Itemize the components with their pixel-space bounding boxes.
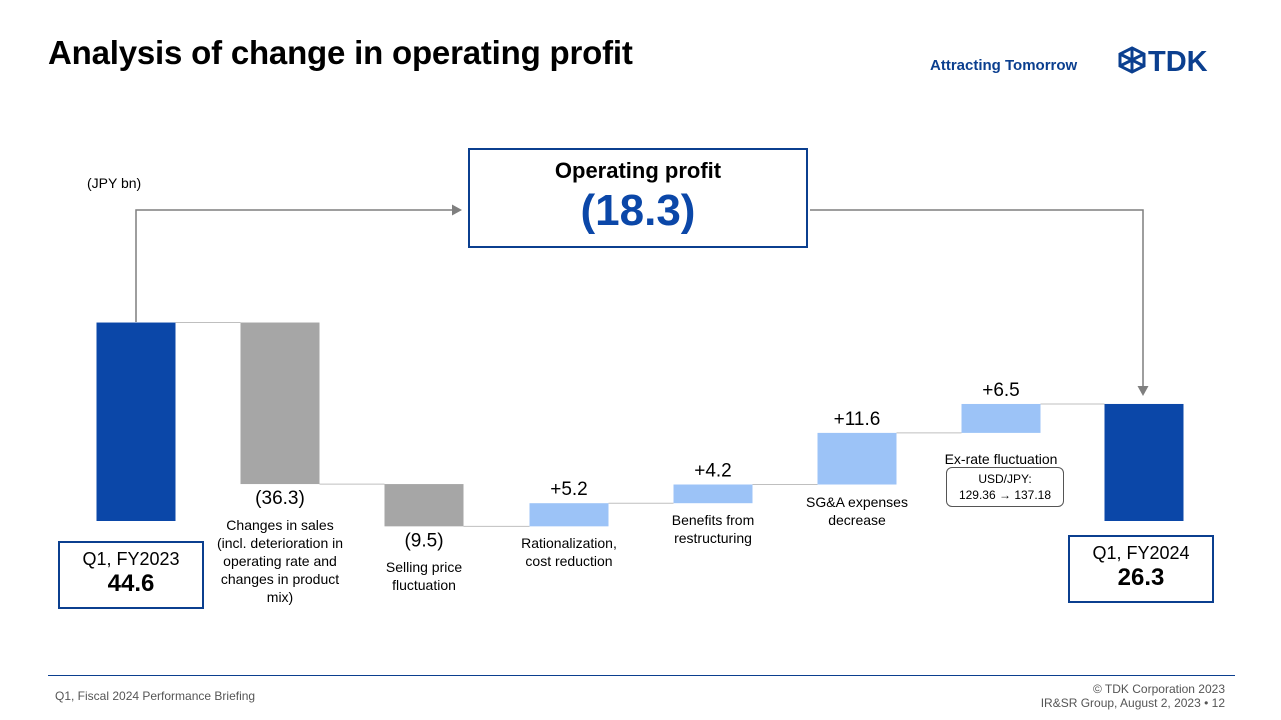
- footer-presentation-name: Q1, Fiscal 2024 Performance Briefing: [55, 689, 256, 703]
- footer-info: © TDK Corporation 2023 IR&SR Group, Augu…: [1041, 682, 1225, 710]
- category-line: Selling price: [385, 559, 463, 576]
- start-total-value: 44.6: [107, 570, 155, 597]
- operating-profit-value: (18.3): [580, 186, 696, 235]
- category-label-2: Selling price fluctuation: [354, 558, 494, 594]
- category-line: (incl. deterioration in: [216, 535, 344, 552]
- exrate-pair: USD/JPY:: [978, 472, 1032, 486]
- category-label-3: Rationalization, cost reduction: [499, 534, 639, 570]
- brand-tagline: Attracting Tomorrow: [930, 57, 1078, 74]
- bar-1: [240, 322, 320, 485]
- flow-arrow-left: [135, 209, 455, 322]
- end-total-label: Q1, FY2024: [1092, 543, 1190, 563]
- logo-text: TDK: [1148, 46, 1208, 76]
- category-line: cost reduction: [525, 553, 613, 570]
- start-total-label: Q1, FY2023: [82, 549, 180, 569]
- flow-arrow-right: [810, 209, 1144, 388]
- category-line: mix): [266, 589, 294, 606]
- end-total-box: Q1, FY2024 26.3: [1068, 535, 1214, 603]
- end-total-value: 26.3: [1117, 564, 1165, 591]
- category-line: Ex-rate fluctuation: [944, 451, 1058, 467]
- exrate-change: 129.36 → 137.18: [958, 488, 1052, 502]
- start-total-box: Q1, FY2023 44.6: [58, 541, 204, 609]
- category-line: restructuring: [674, 530, 752, 547]
- category-line: Changes in sales: [226, 517, 334, 534]
- bar-4: [673, 484, 753, 504]
- bar-0: [96, 322, 176, 521]
- arrowhead-right: [452, 204, 462, 216]
- category-line: decrease: [828, 511, 886, 528]
- bar-3: [529, 503, 609, 527]
- bar-7: [1104, 403, 1184, 521]
- category-line: Rationalization,: [521, 535, 617, 552]
- exrate-note: USD/JPY: 129.36 → 137.18: [946, 467, 1064, 507]
- footer-group-date-page: IR&SR Group, August 2, 2023 • 12: [1040, 696, 1225, 710]
- data-label-3: +5.2: [550, 479, 588, 500]
- operating-profit-label: Operating profit: [554, 158, 722, 183]
- category-line: changes in product: [220, 571, 340, 588]
- category-label-5: SG&A expenses decrease: [787, 493, 927, 529]
- data-label-1: (36.3): [255, 488, 305, 509]
- operating-profit-box: Operating profit (18.3): [468, 148, 808, 248]
- category-label-6: Ex-rate fluctuation: [931, 450, 1071, 468]
- bar-6: [961, 403, 1041, 433]
- footer-copyright: © TDK Corporation 2023: [1092, 682, 1225, 696]
- category-line: Benefits from: [671, 512, 755, 529]
- data-label-5: +11.6: [834, 409, 881, 430]
- unit-label: (JPY bn): [87, 175, 142, 191]
- flow-arrows: [135, 204, 1149, 396]
- tdk-logo: TDK: [1118, 46, 1208, 76]
- data-label-2: (9.5): [404, 530, 443, 551]
- arrowhead-down: [1137, 386, 1149, 396]
- data-labels: (36.3) (9.5) +5.2 +4.2 +11.6 +6.5: [255, 380, 1020, 551]
- bars: [96, 322, 1184, 527]
- category-label-1: Changes in sales (incl. deterioration in o…: [210, 516, 350, 606]
- data-label-6: +6.5: [982, 380, 1020, 401]
- data-label-4: +4.2: [694, 461, 732, 482]
- footer-divider: [48, 675, 1235, 676]
- category-line: SG&A expenses: [806, 493, 908, 510]
- bar-2: [384, 484, 464, 527]
- category-line: fluctuation: [392, 577, 456, 594]
- category-line: operating rate and: [223, 553, 337, 570]
- connector-lines: [175, 322, 1105, 527]
- page-title: Analysis of change in operating profit: [48, 34, 633, 71]
- tdk-logo-icon: [1118, 46, 1146, 74]
- bar-5: [817, 432, 897, 485]
- category-label-4: Benefits from restructuring: [643, 511, 783, 547]
